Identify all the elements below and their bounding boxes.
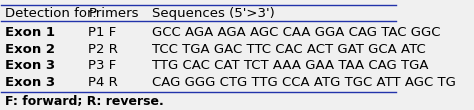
Text: CAG GGG CTG TTG CCA ATG TGC ATT AGC TG: CAG GGG CTG TTG CCA ATG TGC ATT AGC TG [152, 76, 456, 89]
Text: Exon 3: Exon 3 [5, 59, 55, 72]
Text: P2 R: P2 R [88, 43, 118, 56]
Text: TCC TGA GAC TTC CAC ACT GAT GCA ATC: TCC TGA GAC TTC CAC ACT GAT GCA ATC [152, 43, 425, 56]
Text: GCC AGA AGA AGC CAA GGA CAG TAC GGC: GCC AGA AGA AGC CAA GGA CAG TAC GGC [152, 26, 440, 39]
Text: P4 R: P4 R [88, 76, 118, 89]
Text: Exon 3: Exon 3 [5, 76, 55, 89]
Text: Sequences (5'>3'): Sequences (5'>3') [152, 7, 274, 20]
Text: TTG CAC CAT TCT AAA GAA TAA CAG TGA: TTG CAC CAT TCT AAA GAA TAA CAG TGA [152, 59, 428, 72]
Text: F: forward; R: reverse.: F: forward; R: reverse. [5, 95, 164, 108]
Text: P1 F: P1 F [88, 26, 117, 39]
Text: Exon 1: Exon 1 [5, 26, 55, 39]
Text: Primers: Primers [88, 7, 139, 20]
Text: Detection for:: Detection for: [5, 7, 97, 20]
Text: Exon 2: Exon 2 [5, 43, 55, 56]
Text: P3 F: P3 F [88, 59, 117, 72]
